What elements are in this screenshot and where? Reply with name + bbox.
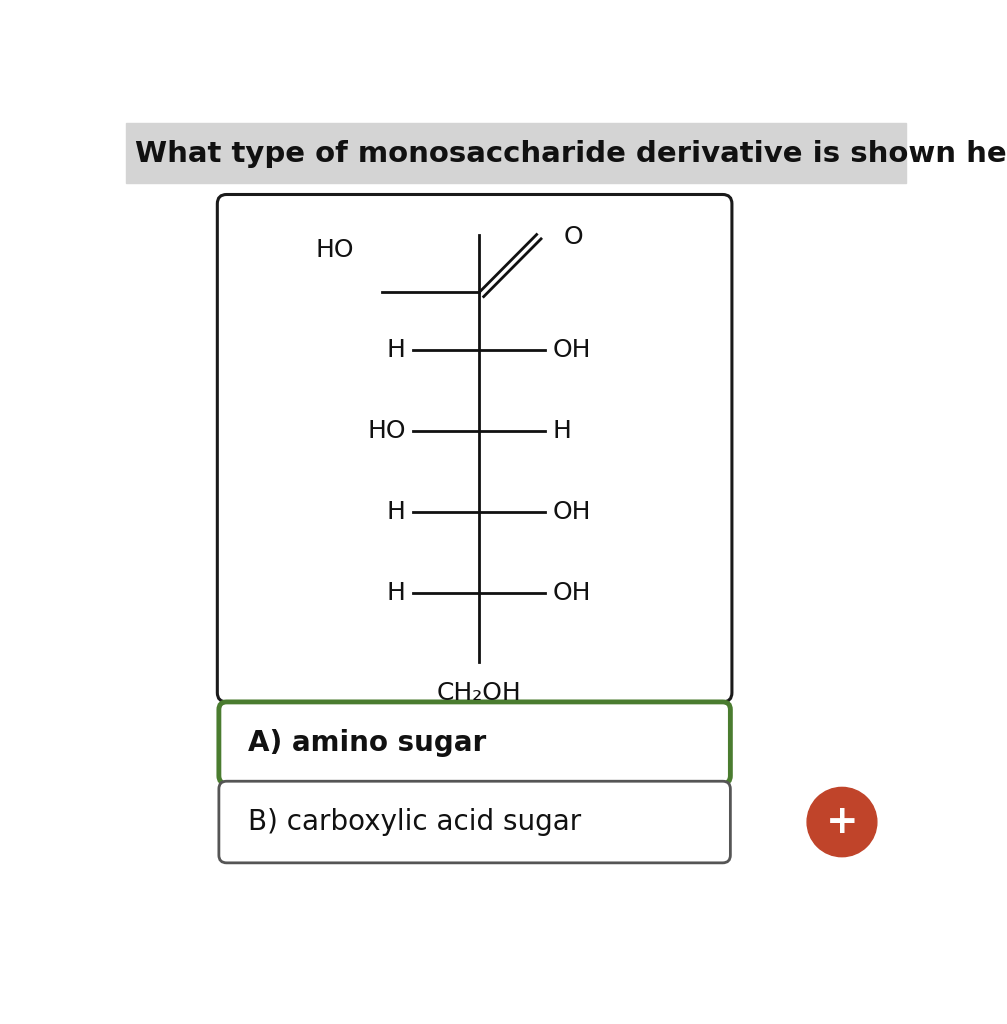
Text: OH: OH	[553, 338, 591, 362]
FancyBboxPatch shape	[219, 781, 730, 863]
Text: OH: OH	[553, 581, 591, 604]
Text: H: H	[553, 419, 572, 442]
Bar	[126, 123, 906, 183]
Text: HO: HO	[368, 419, 406, 442]
Text: O: O	[564, 225, 583, 249]
Text: OH: OH	[553, 500, 591, 523]
Text: H: H	[387, 338, 406, 362]
Circle shape	[807, 787, 877, 857]
Text: HO: HO	[316, 238, 354, 262]
FancyBboxPatch shape	[219, 701, 730, 783]
Text: CH₂OH: CH₂OH	[437, 681, 522, 706]
Text: A) amino sugar: A) amino sugar	[249, 729, 486, 757]
Text: H: H	[387, 581, 406, 604]
Text: B) carboxylic acid sugar: B) carboxylic acid sugar	[249, 808, 582, 836]
Text: What type of monosaccharide derivative is shown here?: What type of monosaccharide derivative i…	[135, 139, 1007, 168]
Text: H: H	[387, 500, 406, 523]
Text: +: +	[826, 803, 858, 841]
FancyBboxPatch shape	[218, 195, 732, 701]
